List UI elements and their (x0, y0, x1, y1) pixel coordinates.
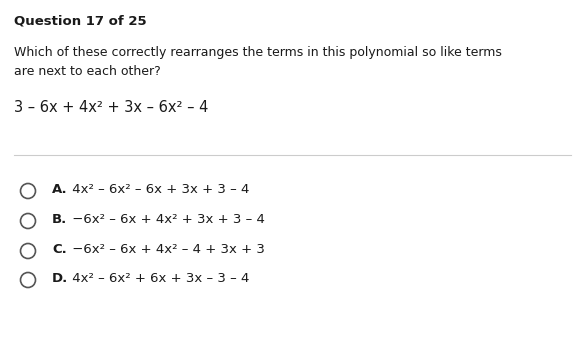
Text: −6x² – 6x + 4x² – 4 + 3x + 3: −6x² – 6x + 4x² – 4 + 3x + 3 (68, 243, 265, 256)
Text: 4x² – 6x² – 6x + 3x + 3 – 4: 4x² – 6x² – 6x + 3x + 3 – 4 (68, 183, 249, 196)
Text: 3 – 6x + 4x² + 3x – 6x² – 4: 3 – 6x + 4x² + 3x – 6x² – 4 (14, 100, 208, 115)
Text: Which of these correctly rearranges the terms in this polynomial so like terms: Which of these correctly rearranges the … (14, 46, 502, 59)
Text: A.: A. (52, 183, 68, 196)
Text: Question 17 of 25: Question 17 of 25 (14, 14, 147, 27)
Text: −6x² – 6x + 4x² + 3x + 3 – 4: −6x² – 6x + 4x² + 3x + 3 – 4 (68, 213, 265, 226)
Text: 4x² – 6x² + 6x + 3x – 3 – 4: 4x² – 6x² + 6x + 3x – 3 – 4 (68, 272, 249, 285)
Text: D.: D. (52, 272, 68, 285)
Text: C.: C. (52, 243, 67, 256)
Text: are next to each other?: are next to each other? (14, 65, 161, 78)
Text: B.: B. (52, 213, 67, 226)
